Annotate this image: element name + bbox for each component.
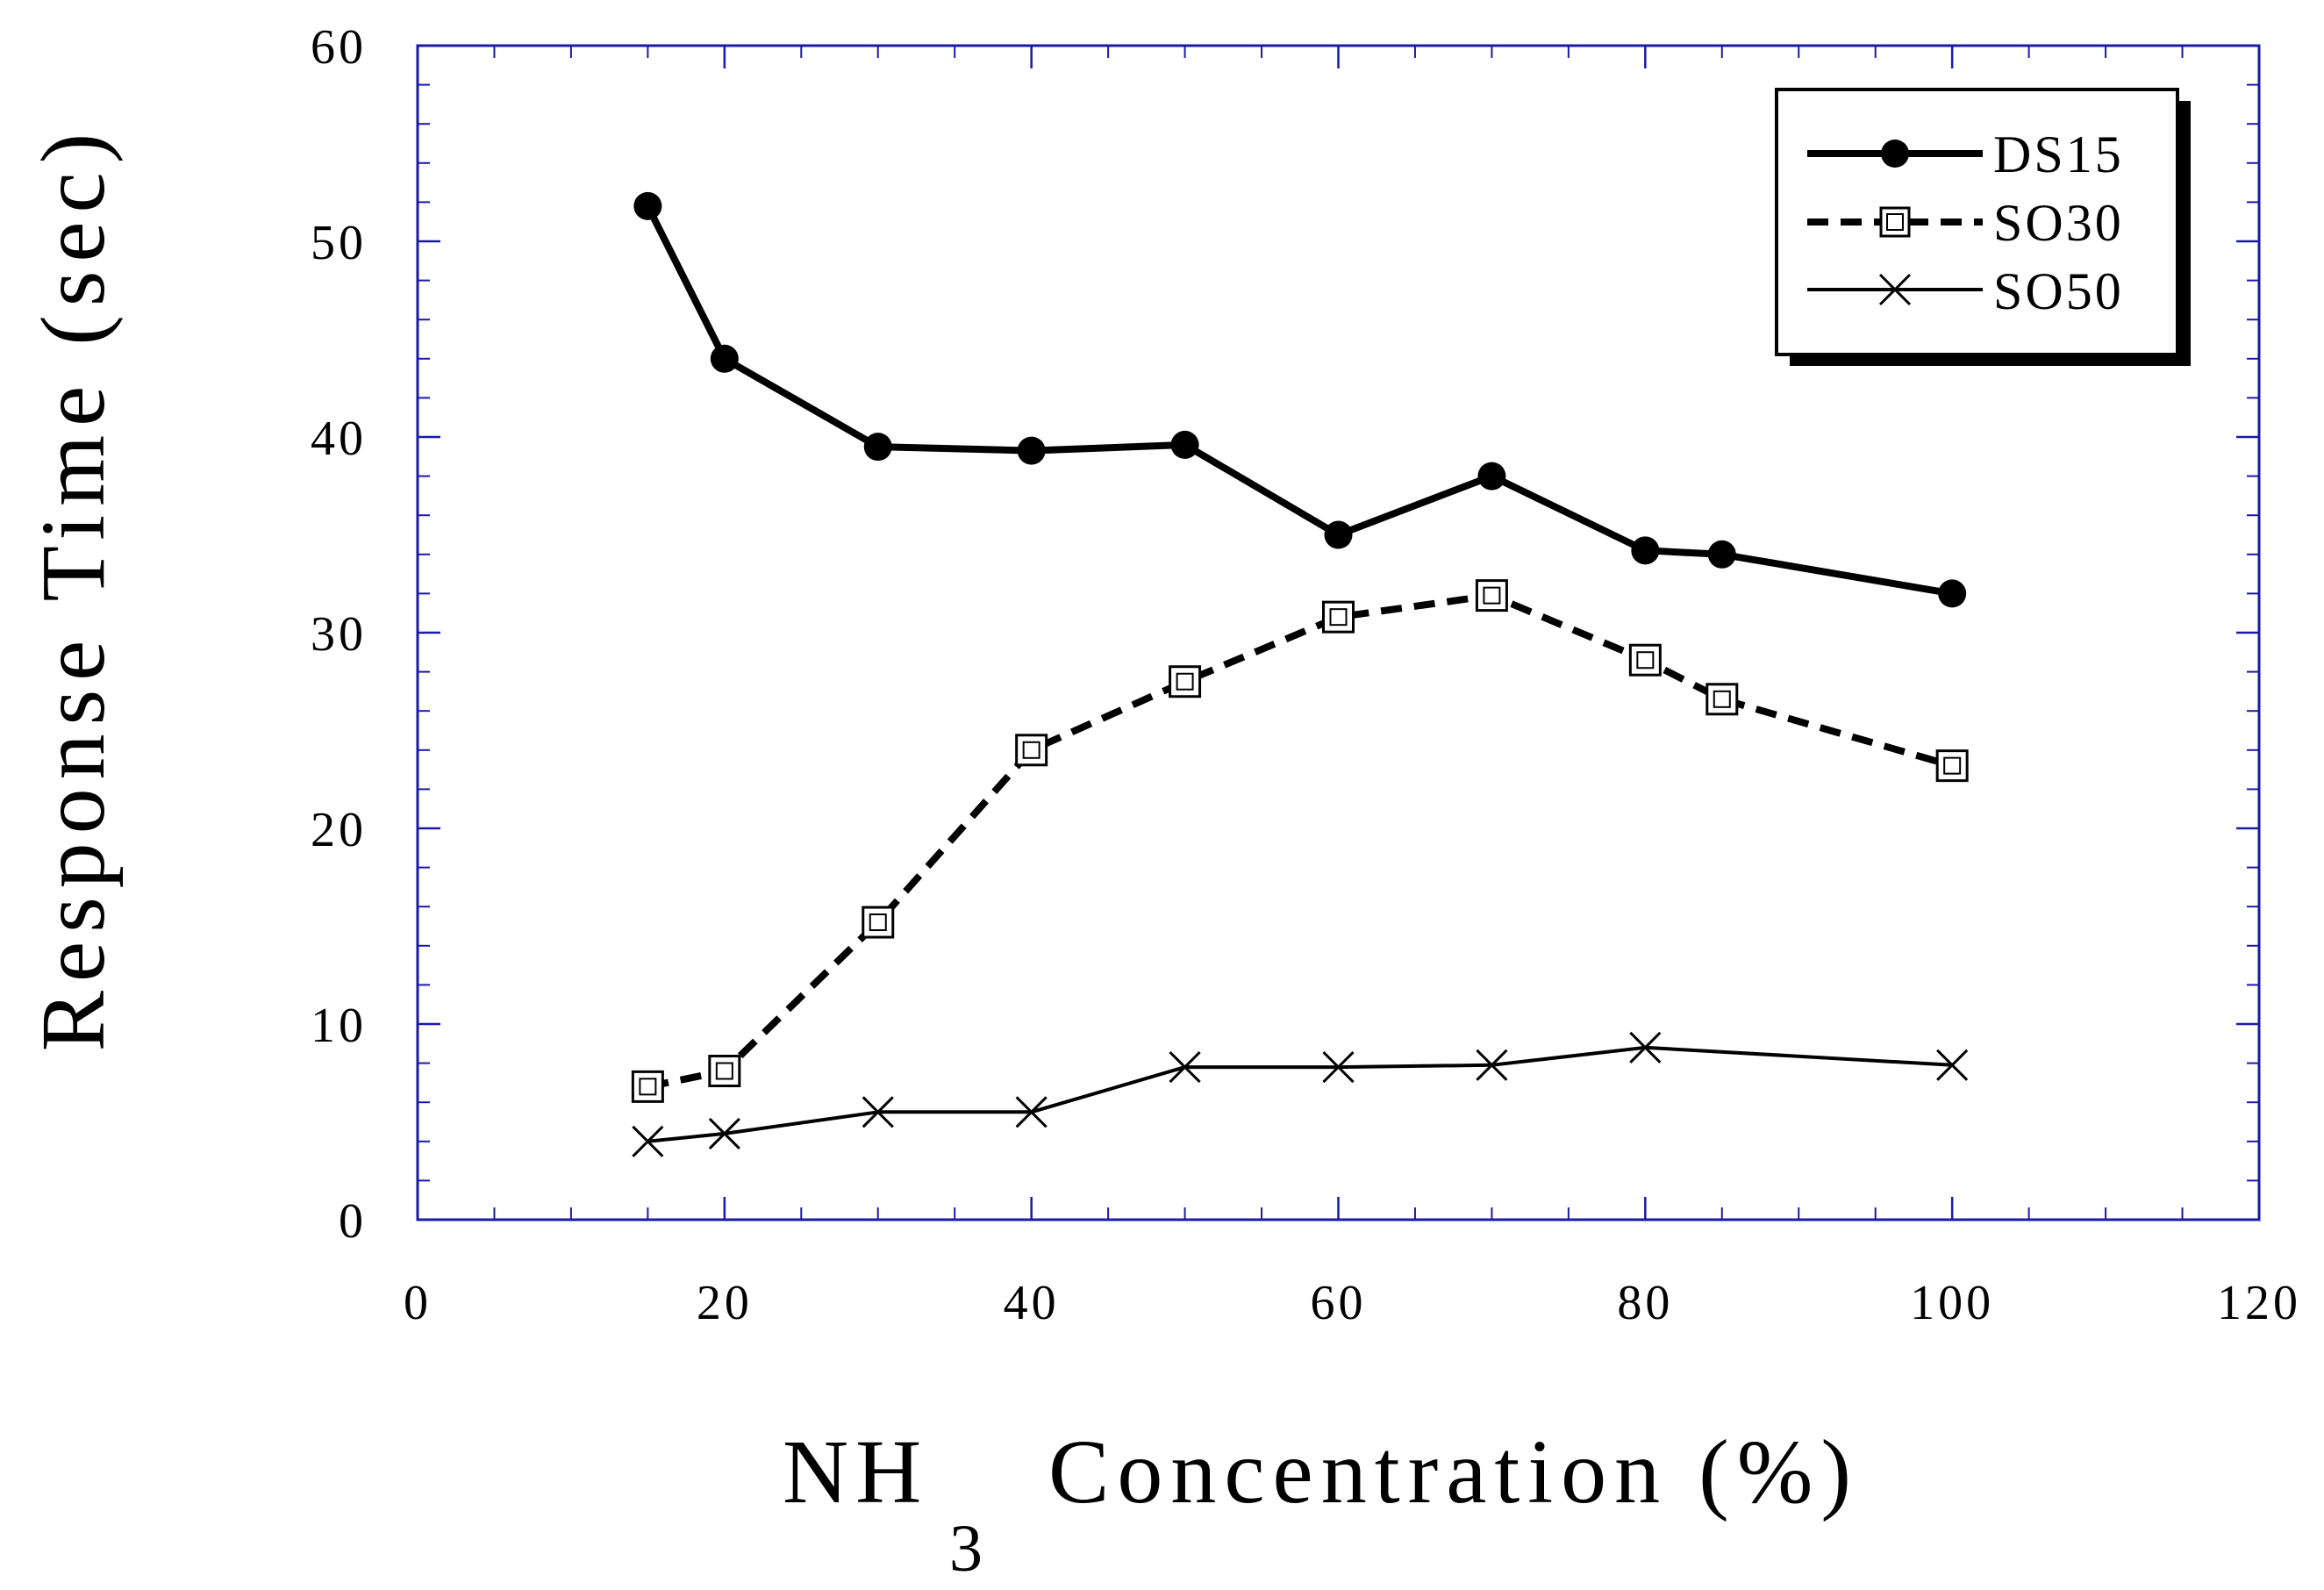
legend-label-ds15: DS15 [1993, 125, 2124, 183]
data-point-so50 [1322, 1050, 1355, 1084]
data-point-so30 [862, 906, 895, 939]
data-point-so50 [1476, 1049, 1508, 1081]
y-tick-label: 20 [311, 803, 367, 857]
series-line-so30 [647, 591, 1954, 1091]
data-point-ds15 [1017, 436, 1046, 465]
data-point-ds15 [1938, 579, 1967, 608]
legend-entry-ds15: DS15 [1807, 125, 2124, 183]
y-tick-label: 0 [339, 1194, 367, 1249]
y-tick-label: 10 [311, 999, 367, 1053]
legend-marker-so50 [1878, 273, 1912, 306]
legend-entry-so50: SO50 [1807, 262, 2124, 320]
data-point-so50 [862, 1096, 894, 1128]
data-point-so50 [708, 1117, 740, 1150]
y-tick-labels: 0 10 20 30 40 50 60 [311, 20, 367, 1249]
data-point-so50 [1629, 1031, 1662, 1064]
legend-label-so30: SO30 [1993, 194, 2124, 252]
legend-marker-so30 [1879, 206, 1911, 238]
legend-label-so50: SO50 [1993, 262, 2124, 320]
data-point-so30 [1475, 579, 1508, 612]
data-point-so50 [1015, 1096, 1048, 1128]
x-tick-label: 100 [1910, 1276, 1994, 1330]
data-point-so30 [1322, 600, 1355, 634]
x-tick-label: 40 [1004, 1276, 1060, 1330]
data-point-so30 [1628, 643, 1662, 677]
x-tick-label: 120 [2217, 1276, 2301, 1330]
legend-marker-ds15 [1881, 140, 1909, 168]
x-tick-labels: 0 20 40 60 80 100 120 [404, 1276, 2301, 1330]
data-point-ds15 [633, 191, 662, 220]
data-point-so30 [1705, 683, 1739, 716]
y-axis-title: Response Time (sec) [23, 125, 124, 1052]
y-tick-label: 50 [311, 216, 367, 270]
data-point-so30 [631, 1070, 664, 1103]
y-tick-label: 40 [311, 412, 367, 466]
data-point-so50 [1936, 1049, 1969, 1081]
x-tick-label: 0 [404, 1276, 432, 1330]
data-point-so50 [632, 1125, 664, 1157]
data-point-ds15 [1170, 430, 1199, 459]
x-tick-label: 20 [697, 1276, 753, 1330]
major-ticks [416, 44, 2261, 1221]
data-point-ds15 [1631, 536, 1660, 565]
series-markers [631, 191, 1969, 1157]
data-point-so30 [1935, 749, 1969, 783]
x-axis-title-subscript: 3 [949, 1512, 983, 1586]
legend-entry-so30: SO30 [1807, 194, 2124, 252]
data-point-ds15 [863, 433, 892, 462]
series-line-so50 [647, 1045, 1953, 1143]
legend: DS15 SO30 SO50 [1775, 88, 2191, 366]
data-point-so50 [1169, 1050, 1201, 1084]
minor-ticks [418, 46, 2259, 1220]
data-point-so30 [1015, 734, 1048, 767]
data-point-so30 [1169, 665, 1202, 698]
series-line-ds15 [644, 204, 1953, 598]
y-tick-label: 30 [311, 607, 367, 662]
y-tick-label: 60 [311, 20, 367, 75]
x-tick-label: 60 [1311, 1276, 1367, 1330]
series-lines [644, 204, 1954, 1143]
data-point-ds15 [1707, 540, 1736, 569]
data-point-ds15 [1477, 462, 1506, 491]
x-axis-title-main: NH [783, 1422, 928, 1522]
x-tick-label: 80 [1617, 1276, 1673, 1330]
data-point-ds15 [710, 344, 739, 373]
data-point-ds15 [1324, 520, 1353, 549]
x-axis-title-rest: Concentration (%) [1048, 1422, 1859, 1522]
data-point-so30 [708, 1055, 741, 1088]
